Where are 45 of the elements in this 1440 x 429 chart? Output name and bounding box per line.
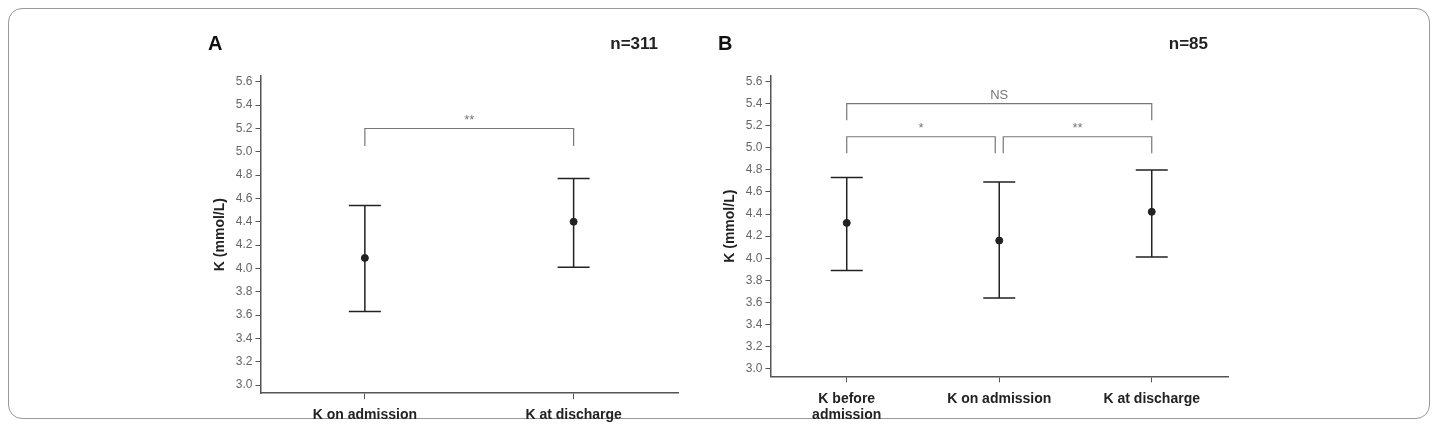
y-tick-label: 3.0 xyxy=(235,377,253,392)
x-tick-label: K at discharge xyxy=(1103,389,1201,406)
y-tick-label: 4.6 xyxy=(235,190,253,205)
y-tick-label: 5.0 xyxy=(745,140,763,155)
annotation: * xyxy=(918,119,924,135)
y-tick-label: 4.4 xyxy=(745,206,763,221)
y-tick-label: 5.6 xyxy=(745,73,763,88)
y-tick-label: 3.4 xyxy=(235,330,253,345)
text: n=311 xyxy=(610,34,658,54)
annotation: ** xyxy=(464,111,475,127)
y-tick-label: 3.2 xyxy=(745,338,763,353)
annotation: ** xyxy=(1072,119,1083,135)
y-tick-label: 4.4 xyxy=(235,214,253,229)
y-tick-label: 3.4 xyxy=(745,316,763,331)
chart-title: B xyxy=(718,31,733,54)
x-tick-label: K on admission xyxy=(947,389,1052,406)
y-axis-title: K (mmol/L) xyxy=(211,198,228,272)
y-tick-label: 3.6 xyxy=(235,307,253,322)
y-tick-label: 3.0 xyxy=(745,360,763,375)
y-tick-label: 3.2 xyxy=(235,354,253,369)
y-tick-label: 4.0 xyxy=(235,260,253,275)
y-tick-label: 4.8 xyxy=(235,167,253,182)
y-tick-label: 3.8 xyxy=(745,272,763,287)
text: n=85 xyxy=(1168,34,1208,54)
y-tick-label: 3.6 xyxy=(745,294,763,309)
x-tick-label: K before admission xyxy=(812,389,882,423)
y-tick-label: 4.6 xyxy=(745,184,763,199)
point xyxy=(842,218,851,227)
y-tick-label: 5.2 xyxy=(235,120,253,135)
x-tick-label: K at discharge xyxy=(525,406,623,423)
y-tick-label: 5.4 xyxy=(745,95,763,110)
y-tick-label: 5.6 xyxy=(235,74,253,89)
y-tick-label: 4.0 xyxy=(745,250,763,265)
y-tick-label: 4.8 xyxy=(745,162,763,177)
y-tick-label: 4.2 xyxy=(745,228,763,243)
y-tick-label: 5.0 xyxy=(235,144,253,159)
y-axis-title: K (mmol/L) xyxy=(721,189,738,263)
point xyxy=(1147,207,1156,216)
y-tick-label: 5.4 xyxy=(235,97,253,112)
y-tick-label: 3.8 xyxy=(235,284,253,299)
chart-title: A xyxy=(208,31,223,54)
y-tick-label: 5.2 xyxy=(745,118,763,133)
y-tick-label: 4.2 xyxy=(235,237,253,252)
annotation: NS xyxy=(990,86,1009,102)
x-tick-label: K on admission xyxy=(312,406,417,423)
